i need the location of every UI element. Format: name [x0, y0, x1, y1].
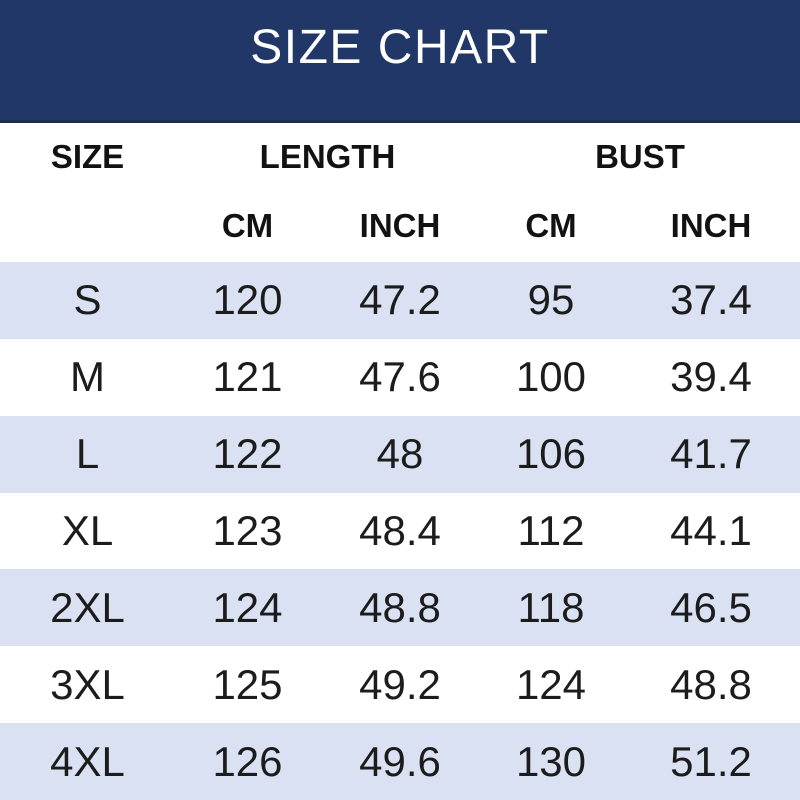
cell-bust-cm: 106 [515, 430, 587, 478]
table-row: M 121 47.6 100 39.4 [0, 339, 800, 416]
cell-bust-inch: 46.5 [670, 583, 752, 631]
cell-length-inch: 48.8 [359, 583, 441, 631]
unit-header-length-inch: INCH [359, 207, 441, 244]
column-header-size: SIZE [50, 137, 125, 175]
cell-length-cm: 123 [212, 507, 283, 554]
cell-length-inch: 48.4 [359, 507, 441, 554]
cell-bust-cm: 124 [515, 660, 587, 708]
cell-length-inch: 49.2 [359, 660, 441, 708]
table-row: L 122 48 106 41.7 [0, 415, 800, 493]
cell-bust-inch: 41.7 [670, 430, 752, 478]
table-body: S 120 47.2 95 37.4 M 121 47.6 100 39.4 L… [0, 262, 800, 800]
cell-size: XL [61, 507, 114, 554]
cell-bust-cm: 130 [515, 737, 587, 785]
cell-length-cm: 126 [212, 737, 283, 785]
cell-length-cm: 124 [212, 583, 283, 631]
cell-length-inch: 47.6 [359, 353, 441, 401]
unit-header-bust-cm: CM [525, 207, 577, 244]
table-row: 4XL 126 49.6 130 51.2 [0, 723, 800, 800]
title-banner: SIZE CHART [0, 0, 800, 123]
cell-bust-cm: 118 [517, 583, 585, 631]
table-header-row-groups: SIZE LENGTH BUST [0, 123, 800, 190]
cell-bust-cm: 100 [515, 353, 587, 401]
column-header-length: LENGTH [259, 137, 396, 175]
cell-size: 4XL [50, 737, 125, 785]
cell-bust-cm: 95 [527, 276, 575, 324]
cell-length-cm: 120 [212, 276, 283, 324]
cell-length-inch: 47.2 [359, 276, 441, 324]
size-chart-table: SIZE LENGTH BUST CM INCH CM INCH S 120 4… [0, 123, 800, 800]
page-title: SIZE CHART [250, 21, 550, 74]
table-row: 3XL 125 49.2 124 48.8 [0, 646, 800, 723]
cell-bust-inch: 37.4 [670, 276, 752, 324]
cell-bust-cm: 112 [517, 507, 585, 554]
cell-bust-inch: 39.4 [670, 353, 752, 401]
table-row: 2XL 124 48.8 118 46.5 [0, 569, 800, 647]
cell-size: L [75, 430, 100, 478]
cell-bust-inch: 48.8 [670, 660, 752, 708]
cell-size: 2XL [50, 583, 125, 631]
table-row: XL 123 48.4 112 44.1 [0, 493, 800, 570]
cell-length-cm: 121 [212, 353, 283, 401]
cell-length-inch: 49.6 [359, 737, 441, 785]
cell-length-inch: 48 [376, 430, 424, 478]
unit-header-length-cm: CM [221, 207, 274, 244]
cell-length-cm: 122 [212, 430, 283, 478]
table-header-row-units: CM INCH CM INCH [0, 190, 800, 262]
cell-size: S [73, 276, 102, 324]
cell-size: M [70, 353, 105, 401]
cell-length-cm: 125 [212, 660, 283, 708]
table-row: S 120 47.2 95 37.4 [0, 262, 800, 339]
cell-size: 3XL [50, 660, 125, 708]
column-header-bust: BUST [595, 137, 685, 175]
cell-bust-inch: 51.2 [670, 737, 752, 785]
cell-bust-inch: 44.1 [670, 507, 752, 554]
unit-header-bust-inch: INCH [670, 207, 752, 244]
